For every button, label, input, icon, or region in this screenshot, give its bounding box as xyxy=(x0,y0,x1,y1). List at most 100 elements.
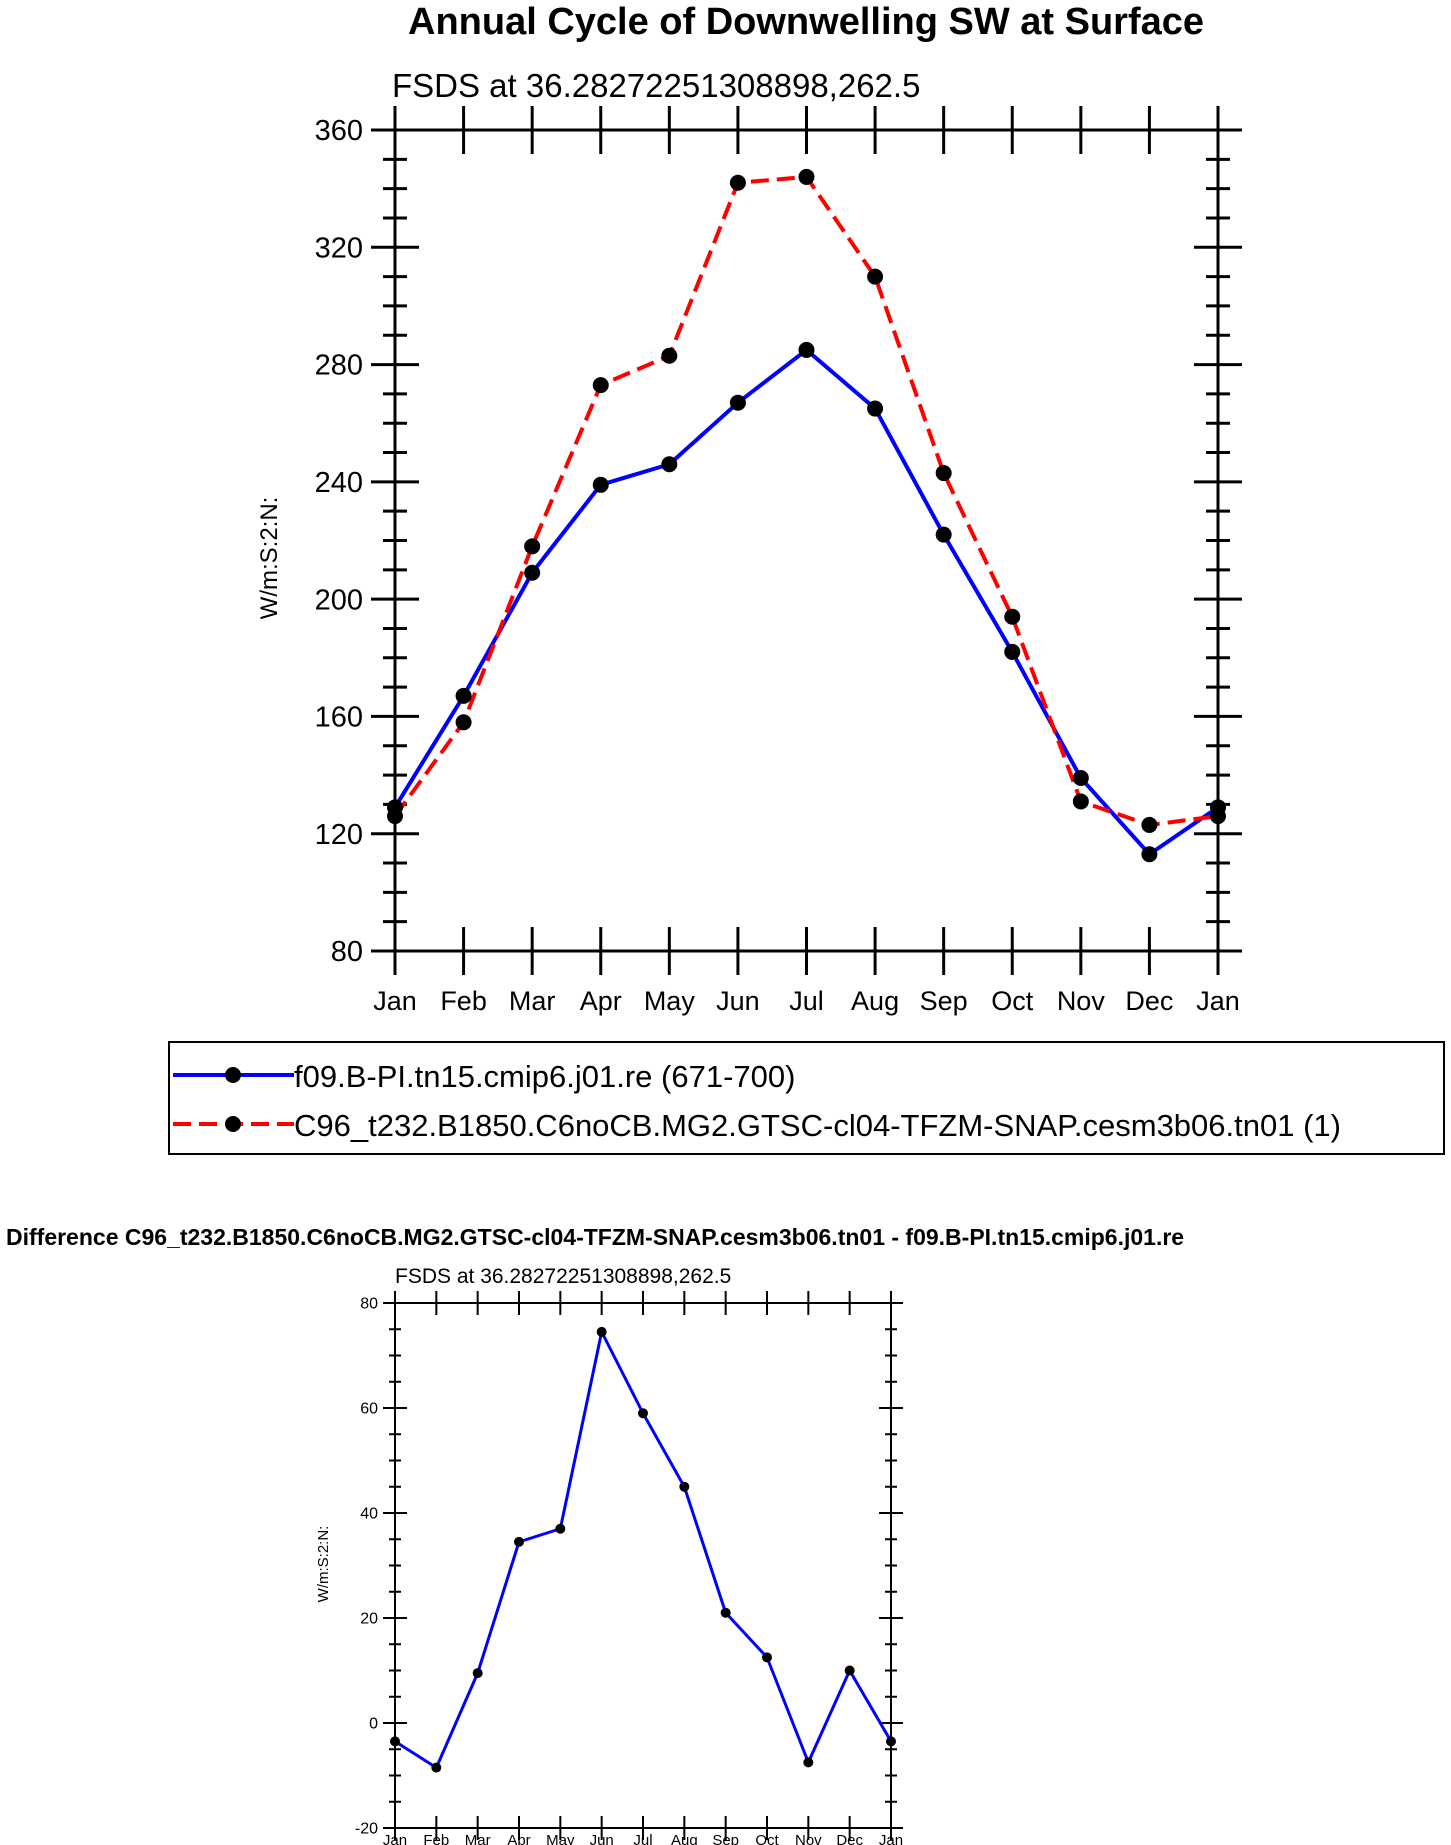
data-point xyxy=(720,1607,731,1618)
chart-subtitle: FSDS at 36.28272251308898,262.5 xyxy=(395,1265,731,1288)
x-tick-label: Apr xyxy=(580,986,622,1016)
x-tick-label: May xyxy=(546,1832,575,1845)
y-axis-label: W/m:S:2:N: xyxy=(256,497,283,620)
series-line-1 xyxy=(394,1330,893,1770)
data-point xyxy=(592,476,609,493)
x-tick-label: Nov xyxy=(1057,986,1106,1016)
x-tick-label: Mar xyxy=(465,1832,491,1845)
x-tick-label: Jun xyxy=(716,986,760,1016)
annual-cycle-chart: Annual Cycle of Downwelling SW at Surfac… xyxy=(256,1,1242,1016)
chart-title: Difference C96_t232.B1850.C6noCB.MG2.GTS… xyxy=(6,1224,1184,1250)
plot-frame xyxy=(394,1302,892,1829)
legend-box xyxy=(168,1041,1445,1155)
data-point xyxy=(1072,793,1089,810)
legend-entry-1: f09.B-PI.tn15.cmip6.j01.re (671-700) xyxy=(294,1059,795,1094)
plot-area: 80 120 160 200 240 280 320 360 Jan Feb Mar Apr May Ju… xyxy=(315,106,1242,1016)
data-point xyxy=(886,1736,896,1747)
x-tick-label: Dec xyxy=(836,1832,863,1845)
x-tick-label: Mar xyxy=(509,986,556,1016)
legend: f09.B-PI.tn15.cmip6.j01.re (671-700) C96… xyxy=(168,1041,1445,1155)
data-point xyxy=(867,400,884,417)
x-tick-label: Jan xyxy=(383,1832,407,1845)
data-point xyxy=(803,1757,814,1768)
data-point xyxy=(455,687,472,704)
data-point xyxy=(935,465,952,482)
x-tick-label: Aug xyxy=(671,1832,698,1845)
y-tick-label: 360 xyxy=(315,115,363,147)
data-point xyxy=(514,1536,524,1547)
data-point xyxy=(1004,608,1021,625)
data-point xyxy=(1210,808,1226,825)
data-point xyxy=(1072,770,1089,787)
data-point xyxy=(798,341,815,358)
data-point xyxy=(1141,846,1158,863)
data-point xyxy=(679,1481,690,1492)
chart-subtitle: FSDS at 36.28272251308898,262.5 xyxy=(392,67,920,104)
y-tick-label: 320 xyxy=(315,232,363,264)
x-tick-label: Oct xyxy=(991,986,1034,1016)
x-tick-label: Sep xyxy=(712,1832,739,1845)
x-tick-label: Jul xyxy=(789,986,824,1016)
data-point xyxy=(387,808,403,825)
y-tick-label: 60 xyxy=(360,1401,378,1418)
x-tick-label: Nov xyxy=(795,1832,822,1845)
data-point xyxy=(1004,643,1021,660)
series-line-1 xyxy=(393,347,1220,857)
x-tick-label: Dec xyxy=(1125,986,1173,1016)
data-point xyxy=(661,347,678,364)
data-point xyxy=(1141,816,1158,833)
series-layer xyxy=(387,168,1226,863)
y-tick-label: -20 xyxy=(355,1821,378,1838)
series-layer xyxy=(390,1326,896,1773)
data-point xyxy=(390,1736,400,1747)
x-tick-label: Aug xyxy=(851,986,899,1016)
x-tick-label: Jul xyxy=(633,1832,652,1845)
data-point xyxy=(798,168,815,185)
x-tick-label: Apr xyxy=(507,1832,530,1845)
data-point xyxy=(762,1652,772,1663)
y-tick-label: 120 xyxy=(315,819,363,851)
data-point xyxy=(729,174,746,191)
x-tick-label: Feb xyxy=(440,986,487,1016)
x-tick-label: Jun xyxy=(590,1832,614,1845)
y-tick-label: 20 xyxy=(360,1611,378,1628)
y-tick-label: 200 xyxy=(315,584,363,616)
plot-frame xyxy=(393,128,1220,953)
x-tick-label: May xyxy=(644,986,696,1016)
legend-entry-2: C96_t232.B1850.C6noCB.MG2.GTSC-cl04-TFZM… xyxy=(294,1108,1341,1143)
x-tick-label: Jan xyxy=(1196,986,1240,1016)
data-point xyxy=(524,564,541,581)
data-point xyxy=(638,1408,648,1419)
y-axis-label: W/m:S:2:N: xyxy=(315,1526,332,1603)
y-tick-label: 0 xyxy=(369,1716,378,1733)
data-point xyxy=(729,394,746,411)
y-tick-label: 40 xyxy=(360,1506,378,1523)
x-tick-label: Oct xyxy=(755,1832,779,1845)
y-tick-label: 240 xyxy=(315,467,363,499)
x-tick-label: Sep xyxy=(920,986,968,1016)
y-tick-label: 80 xyxy=(360,1296,378,1313)
series-line-2 xyxy=(393,174,1219,827)
legend-swatch-marker xyxy=(225,1067,241,1083)
x-tick-label: Jan xyxy=(879,1832,903,1845)
difference-chart: Difference C96_t232.B1850.C6noCB.MG2.GTS… xyxy=(6,1224,1184,1845)
chart-title: Annual Cycle of Downwelling SW at Surfac… xyxy=(408,1,1204,43)
plot-area: -20 0 20 40 60 80 Jan Feb Mar Apr May Jun Jul Aug Sep O… xyxy=(355,1291,903,1845)
data-point xyxy=(431,1762,442,1773)
data-point xyxy=(472,1668,483,1679)
data-point xyxy=(555,1523,566,1534)
data-point xyxy=(935,526,952,543)
x-tick-label: Feb xyxy=(423,1832,449,1845)
y-tick-label: 280 xyxy=(315,350,363,382)
y-tick-label: 80 xyxy=(331,936,363,968)
x-tick-label: Jan xyxy=(373,986,417,1016)
data-point xyxy=(524,538,541,555)
data-point xyxy=(844,1665,855,1676)
data-point xyxy=(596,1326,607,1337)
data-point xyxy=(455,714,472,731)
y-tick-label: 160 xyxy=(315,702,363,734)
data-point xyxy=(661,456,678,473)
data-point xyxy=(592,377,609,394)
data-point xyxy=(867,268,884,285)
